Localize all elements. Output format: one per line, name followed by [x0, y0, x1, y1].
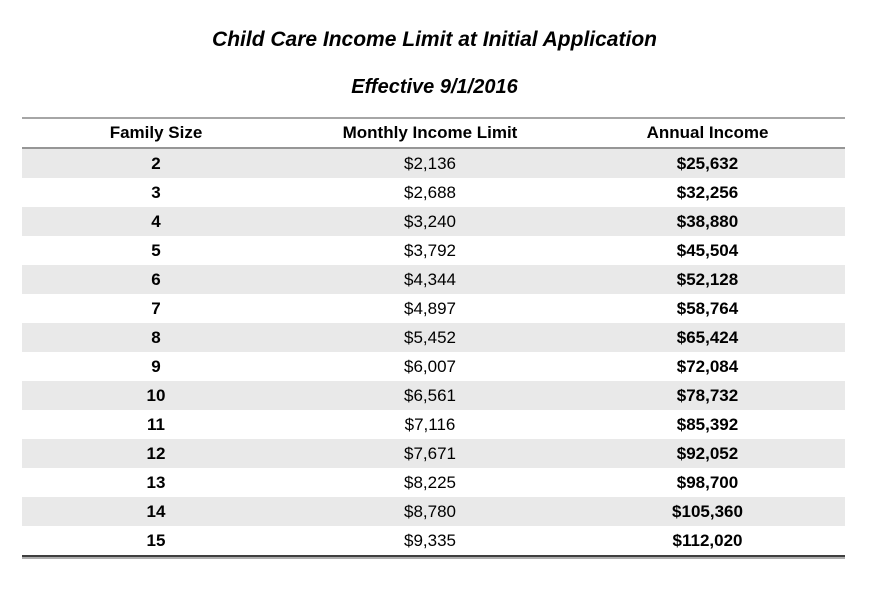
family-size-cell: 15 [146, 530, 166, 550]
monthly-income-limit-cell: $3,792 [404, 240, 456, 260]
table-body: 2 $2,136 $25,632 3 $2,688 $32,256 4 $3,2… [22, 148, 845, 556]
monthly-income-limit-cell: $4,344 [404, 269, 456, 289]
family-size-cell: 3 [151, 182, 161, 202]
column-header-family-size: Family Size [22, 118, 290, 149]
family-size-cell: 7 [151, 298, 161, 318]
monthly-income-limit-cell: $5,452 [404, 327, 456, 347]
annual-income-cell: $65,424 [676, 327, 739, 347]
document-title: Child Care Income Limit at Initial Appli… [212, 28, 657, 51]
table-row: 4 $3,240 $38,880 [22, 207, 845, 236]
monthly-income-limit-cell: $4,897 [404, 298, 456, 318]
family-size-cell: 9 [151, 356, 161, 376]
family-size-cell: 14 [146, 501, 166, 521]
table-header-row: Family Size Monthly Income Limit Annual … [22, 118, 845, 149]
table-row: 10 $6,561 $78,732 [22, 381, 845, 410]
table-row: 15 $9,335 $112,020 [22, 526, 845, 556]
effective-date-subtitle: Effective 9/1/2016 [351, 76, 518, 98]
annual-income-cell: $38,880 [676, 211, 739, 231]
annual-income-cell: $85,392 [676, 414, 739, 434]
monthly-income-limit-cell: $8,225 [404, 472, 456, 492]
monthly-income-limit-cell: $7,116 [404, 414, 456, 434]
monthly-income-limit-cell: $6,561 [404, 385, 456, 405]
table-row: 7 $4,897 $58,764 [22, 294, 845, 323]
family-size-cell: 12 [146, 443, 166, 463]
annual-income-cell: $78,732 [676, 385, 739, 405]
family-size-cell: 10 [146, 385, 166, 405]
table-row: 5 $3,792 $45,504 [22, 236, 845, 265]
monthly-income-limit-cell: $7,671 [404, 443, 456, 463]
table-row: 2 $2,136 $25,632 [22, 148, 845, 178]
family-size-cell: 13 [146, 472, 166, 492]
income-limit-table: Family Size Monthly Income Limit Annual … [22, 117, 845, 557]
monthly-income-limit-cell: $2,688 [404, 182, 456, 202]
family-size-cell: 5 [151, 240, 161, 260]
table-row: 6 $4,344 $52,128 [22, 265, 845, 294]
table-row: 3 $2,688 $32,256 [22, 178, 845, 207]
table-row: 9 $6,007 $72,084 [22, 352, 845, 381]
table-row: 12 $7,671 $92,052 [22, 439, 845, 468]
monthly-income-limit-cell: $3,240 [404, 211, 456, 231]
annual-income-cell: $25,632 [676, 153, 739, 173]
monthly-income-limit-cell: $9,335 [404, 530, 456, 550]
annual-income-cell: $98,700 [676, 472, 739, 492]
family-size-cell: 2 [151, 153, 161, 173]
column-header-annual-income: Annual Income [570, 118, 845, 149]
table-row: 14 $8,780 $105,360 [22, 497, 845, 526]
annual-income-cell: $92,052 [676, 443, 739, 463]
family-size-cell: 6 [151, 269, 161, 289]
family-size-cell: 8 [151, 327, 161, 347]
table-row: 11 $7,116 $85,392 [22, 410, 845, 439]
monthly-income-limit-cell: $2,136 [404, 153, 456, 173]
annual-income-cell: $52,128 [676, 269, 739, 289]
table-row: 13 $8,225 $98,700 [22, 468, 845, 497]
table-row: 8 $5,452 $65,424 [22, 323, 845, 352]
monthly-income-limit-cell: $8,780 [404, 501, 456, 521]
annual-income-cell: $105,360 [672, 501, 743, 521]
monthly-income-limit-cell: $6,007 [404, 356, 456, 376]
family-size-cell: 4 [151, 211, 161, 231]
annual-income-cell: $58,764 [676, 298, 739, 318]
column-header-monthly-income-limit: Monthly Income Limit [290, 118, 570, 149]
family-size-cell: 11 [147, 414, 165, 434]
annual-income-cell: $45,504 [676, 240, 739, 260]
annual-income-cell: $72,084 [676, 356, 739, 376]
annual-income-cell: $32,256 [676, 182, 739, 202]
annual-income-cell: $112,020 [672, 530, 743, 550]
